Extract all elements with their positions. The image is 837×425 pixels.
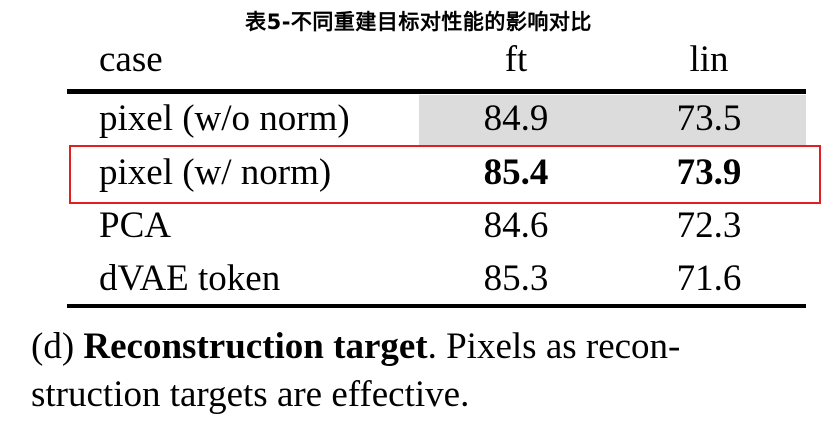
header-lin: lin bbox=[689, 39, 729, 80]
caption-line-1: (d) Reconstruction target. Pixels as rec… bbox=[31, 323, 680, 370]
caption-line-2: struction targets are effective. bbox=[31, 374, 470, 415]
row-lin: 73.5 bbox=[676, 98, 742, 139]
caption-rest: . Pixels as recon- bbox=[427, 326, 681, 367]
highlight-box bbox=[69, 145, 821, 204]
table-title: 表5-不同重建目标对性能的影响对比 bbox=[245, 10, 592, 34]
row-case: pixel (w/ norm) bbox=[99, 152, 332, 193]
row-ft: 85.3 bbox=[483, 258, 549, 299]
header-case: case bbox=[99, 39, 163, 80]
caption-bold-title: Reconstruction target bbox=[83, 326, 428, 367]
header-ft: ft bbox=[504, 39, 528, 80]
row-ft: 85.4 bbox=[483, 152, 549, 193]
baseline-shading bbox=[419, 95, 806, 146]
header-rule bbox=[67, 89, 806, 94]
row-ft: 84.9 bbox=[483, 98, 549, 139]
row-ft: 84.6 bbox=[483, 205, 549, 246]
row-lin: 72.3 bbox=[676, 205, 742, 246]
caption-prefix: (d) bbox=[31, 326, 84, 367]
bottom-rule bbox=[67, 304, 806, 308]
row-case: PCA bbox=[99, 205, 171, 246]
row-lin: 73.9 bbox=[676, 152, 742, 193]
row-case: dVAE token bbox=[99, 258, 281, 299]
row-case: pixel (w/o norm) bbox=[99, 98, 350, 139]
row-lin: 71.6 bbox=[676, 258, 742, 299]
